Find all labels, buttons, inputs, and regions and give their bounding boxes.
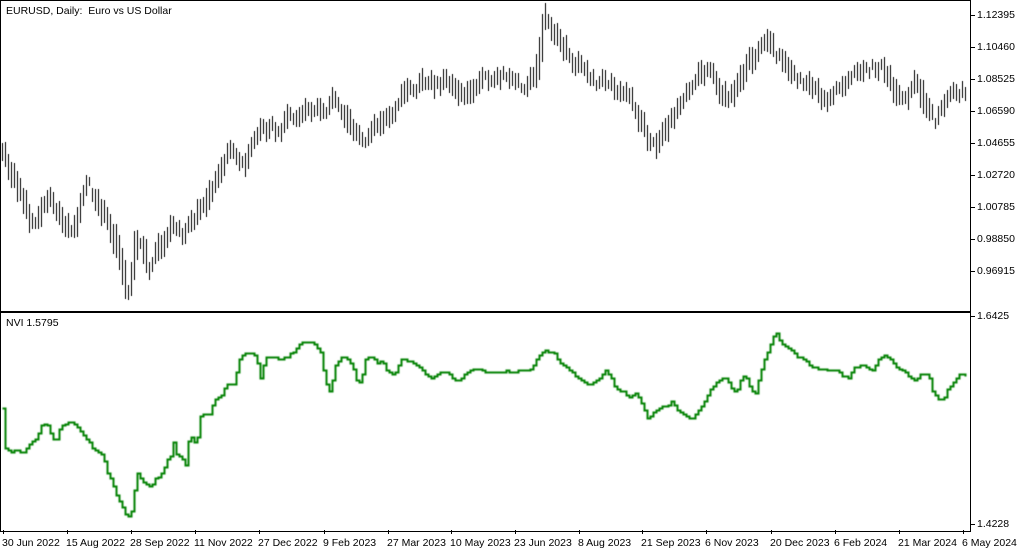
time-scale-tick (3, 530, 4, 534)
price-scale-axis-line (970, 0, 971, 530)
time-scale-label: 23 Jun 2023 (514, 537, 572, 549)
price-panel: EURUSD, Daily: Euro vs US Dollar (0, 0, 971, 312)
time-scale-label: 6 Nov 2023 (705, 537, 759, 549)
time-scale-tick (451, 530, 452, 534)
time-scale-tick (195, 530, 196, 534)
price-scale-label: 1.00785 (977, 201, 1015, 213)
time-scale-tick (388, 530, 389, 534)
time-scale-label: 9 Feb 2023 (323, 537, 377, 549)
indicator-scale-tick (971, 524, 975, 525)
indicator-label: NVI 1.5795 (6, 317, 59, 329)
time-scale-label: 6 Feb 2024 (834, 537, 888, 549)
price-scale-label: 1.04655 (977, 137, 1015, 149)
price-scale-tick (971, 79, 975, 80)
time-scale-tick (67, 530, 68, 534)
price-scale-tick (971, 15, 975, 16)
price-scale-label: 0.98850 (977, 233, 1015, 245)
indicator-scale-tick (971, 316, 975, 317)
time-scale-tick (515, 530, 516, 534)
time-scale-label: 11 Nov 2022 (194, 537, 253, 549)
time-scale-label: 21 Mar 2024 (898, 537, 957, 549)
price-scale-label: 1.06590 (977, 105, 1015, 117)
time-scale-label: 27 Mar 2023 (387, 537, 446, 549)
time-scale-tick (642, 530, 643, 534)
time-scale-tick (324, 530, 325, 534)
price-scale-tick (971, 239, 975, 240)
price-scale-tick (971, 47, 975, 48)
nvi-chart-canvas[interactable] (1, 313, 968, 529)
time-scale-label: 15 Aug 2022 (66, 537, 125, 549)
price-chart-canvas[interactable] (1, 1, 968, 309)
indicator-scale-label: 1.6425 (977, 310, 1010, 322)
price-scale-tick (971, 175, 975, 176)
time-scale-label: 21 Sep 2023 (641, 537, 701, 549)
chart-title: EURUSD, Daily: Euro vs US Dollar (6, 5, 172, 17)
time-scale-tick (579, 530, 580, 534)
time-scale-tick (706, 530, 707, 534)
price-scale-label: 1.10460 (977, 41, 1015, 53)
price-scale-label: 1.12395 (977, 9, 1015, 21)
time-scale-tick (835, 530, 836, 534)
time-scale-label: 20 Dec 2023 (770, 537, 830, 549)
price-scale-label: 1.08525 (977, 73, 1015, 85)
price-scale-label: 1.02720 (977, 169, 1015, 181)
time-scale-tick (899, 530, 900, 534)
time-scale-tick (131, 530, 132, 534)
price-scale-tick (971, 271, 975, 272)
indicator-panel: NVI 1.5795 (0, 312, 971, 532)
time-scale-label: 28 Sep 2022 (130, 537, 190, 549)
price-scale-tick (971, 207, 975, 208)
time-scale-label: 27 Dec 2022 (258, 537, 318, 549)
price-scale-label: 0.96915 (977, 265, 1015, 277)
time-scale-tick (771, 530, 772, 534)
time-scale-label: 8 Aug 2023 (578, 537, 632, 549)
time-scale-tick (963, 530, 964, 534)
time-scale-label: 30 Jun 2022 (2, 537, 60, 549)
indicator-scale[interactable]: 1.6425 1.4228 (970, 310, 1024, 530)
price-scale[interactable]: 1.12395 1.10460 1.08525 1.06590 1.04655 1.027… (970, 0, 1024, 310)
time-scale-tick (259, 530, 260, 534)
time-scale[interactable]: 30 Jun 2022 15 Aug 2022 28 Sep 2022 11 Nov … (0, 530, 1024, 555)
indicator-scale-label: 1.4228 (977, 518, 1010, 530)
time-scale-label: 10 May 2023 (450, 537, 511, 549)
price-scale-tick (971, 143, 975, 144)
time-scale-label: 6 May 2024 (962, 537, 1017, 549)
price-scale-tick (971, 111, 975, 112)
